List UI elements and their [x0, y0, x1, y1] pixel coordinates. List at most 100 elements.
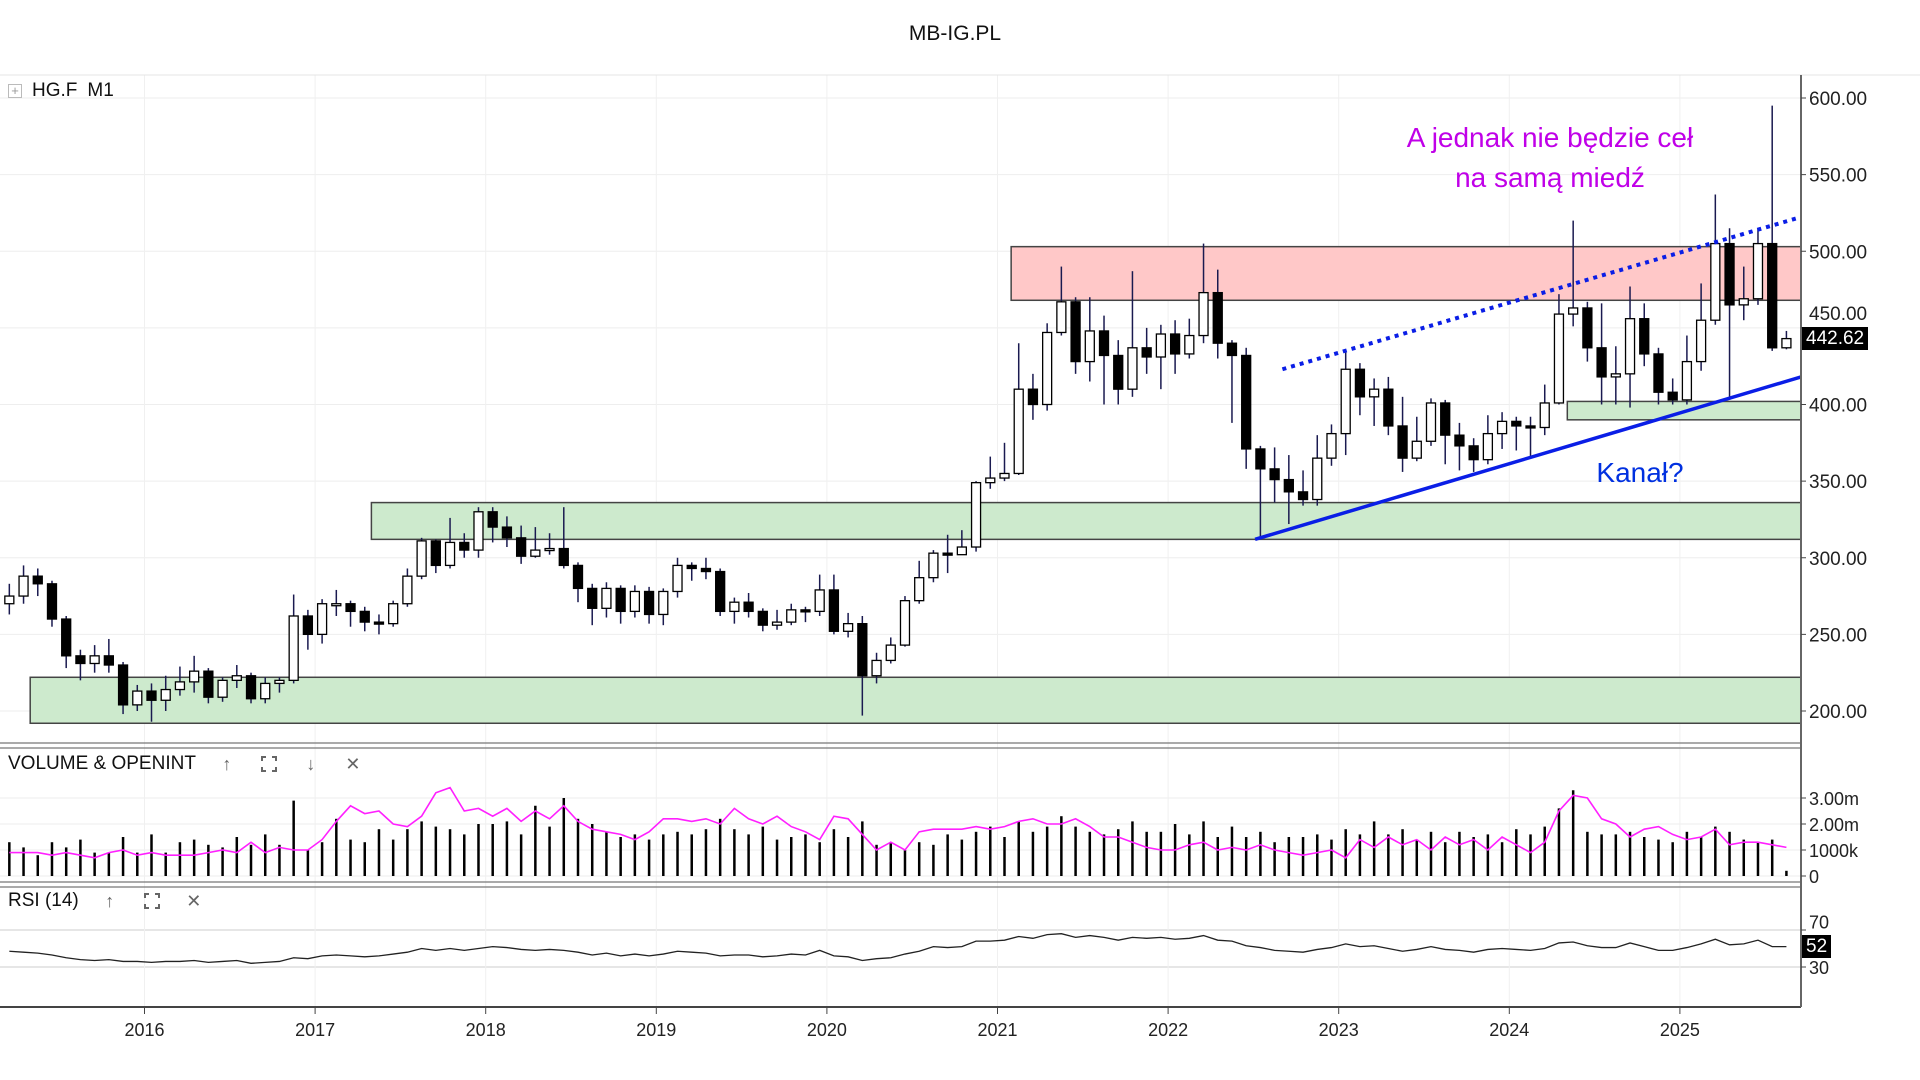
- year-tick-label: 2017: [295, 1020, 335, 1040]
- candle: [629, 585, 641, 618]
- candle: [174, 666, 186, 696]
- candle-body-bullish: [1482, 432, 1494, 461]
- candle: [715, 568, 726, 616]
- candle: [985, 456, 996, 489]
- arrow-down-icon[interactable]: ↓: [306, 753, 316, 774]
- price-tick-label: 200.00: [1809, 702, 1867, 723]
- candle-body-bearish: [1653, 353, 1664, 393]
- candle: [658, 588, 669, 626]
- candle-body-bullish: [416, 540, 427, 577]
- candle: [1639, 303, 1650, 367]
- price-tick-label: 250.00: [1809, 625, 1867, 646]
- candle-body-bullish: [1624, 318, 1636, 375]
- candle-body-bullish: [814, 589, 825, 613]
- close-icon[interactable]: ✕: [345, 753, 361, 774]
- candle-body-bullish: [260, 682, 271, 700]
- candle-body-bearish: [245, 675, 257, 700]
- candle-body-bearish: [1440, 402, 1451, 436]
- candle: [1525, 416, 1536, 457]
- candle: [1440, 399, 1451, 465]
- candle-body-bullish: [388, 603, 399, 625]
- candle-body-bearish: [942, 552, 953, 556]
- price-tick-label: 500.00: [1809, 242, 1867, 263]
- zones: [29, 245, 1802, 725]
- resistance-zone: [1010, 245, 1802, 302]
- candle: [18, 565, 29, 604]
- candle-body-bullish: [914, 577, 925, 602]
- candle-body-bearish: [1767, 242, 1778, 349]
- note-annotation: A jednak nie będzie ceł na samą miedź: [1300, 118, 1800, 198]
- close-icon[interactable]: ✕: [186, 890, 202, 911]
- candle: [842, 612, 854, 638]
- arrow-up-icon[interactable]: ↑: [105, 890, 115, 911]
- candle-body-bearish: [1639, 318, 1650, 355]
- candle: [416, 537, 427, 580]
- rsi-line-group: [9, 933, 1787, 964]
- candle-body-bullish: [871, 659, 882, 677]
- candle-body-bullish: [89, 655, 100, 665]
- candle-body-bullish: [288, 615, 299, 681]
- candle-body-bullish: [1042, 331, 1053, 406]
- candle: [1539, 384, 1550, 436]
- candle: [1425, 398, 1437, 446]
- candle: [203, 668, 214, 704]
- price-tick-label: 550.00: [1809, 166, 1867, 187]
- candle: [1297, 470, 1309, 506]
- candle-body-bearish: [1098, 330, 1110, 357]
- year-tick-label: 2019: [636, 1020, 676, 1040]
- candle-body-bearish: [1169, 333, 1181, 355]
- channel-annotation: Kanał?: [1596, 457, 1684, 488]
- candle: [1340, 350, 1351, 456]
- candle: [89, 645, 100, 673]
- candle-body-bullish: [231, 675, 242, 682]
- candle: [615, 585, 626, 624]
- candle: [1624, 286, 1636, 408]
- candle: [1496, 412, 1508, 449]
- candle-body-bearish: [1596, 347, 1607, 378]
- candle: [75, 649, 86, 681]
- maximize-icon[interactable]: [141, 890, 163, 912]
- candle-body-bullish: [1084, 330, 1095, 363]
- candle-body-bearish: [1454, 434, 1465, 447]
- candle-body-bearish: [686, 564, 697, 570]
- candle: [359, 606, 370, 632]
- candle: [942, 534, 953, 574]
- candle: [459, 533, 470, 558]
- plus-box-icon[interactable]: +: [8, 84, 22, 98]
- candle: [1241, 347, 1252, 469]
- candle-body-bullish: [985, 477, 996, 484]
- candle-body-bearish: [1582, 307, 1593, 349]
- candle: [245, 672, 257, 704]
- candle-body-bullish: [1368, 388, 1380, 398]
- arrow-up-icon[interactable]: ↑: [222, 753, 232, 774]
- candle-body-bullish: [970, 482, 982, 548]
- candle: [771, 609, 783, 630]
- candle: [1042, 323, 1053, 411]
- candle-body-bearish: [1297, 491, 1309, 501]
- candle-body-bullish: [1752, 242, 1764, 300]
- volume-tick-label: 2.00m: [1809, 815, 1859, 835]
- candle-body-bullish: [1695, 319, 1707, 363]
- candle: [899, 596, 911, 647]
- candle: [786, 603, 797, 626]
- volume-bars: [8, 786, 1788, 876]
- candle-body-bearish: [515, 537, 527, 557]
- pane-frame: [0, 74, 1920, 1008]
- candle-body-bearish: [359, 610, 370, 623]
- candle-body-bullish: [899, 600, 911, 646]
- maximize-icon[interactable]: [258, 753, 280, 775]
- candle-body-bearish: [615, 587, 626, 613]
- candle-body-bullish: [1553, 313, 1565, 404]
- candle-body-bullish: [530, 549, 541, 557]
- candle-body-bearish: [828, 589, 840, 632]
- year-tick-label: 2020: [807, 1020, 847, 1040]
- candle: [828, 574, 840, 635]
- page-title: MB-IG.PL: [908, 22, 1002, 45]
- year-tick-label: 2016: [124, 1020, 164, 1040]
- year-tick-label: 2021: [977, 1020, 1017, 1040]
- candle-body-bearish: [1667, 391, 1678, 401]
- candle: [1781, 330, 1792, 350]
- candle: [1738, 266, 1749, 321]
- year-tick-label: 2025: [1660, 1020, 1700, 1040]
- candle: [1724, 228, 1735, 400]
